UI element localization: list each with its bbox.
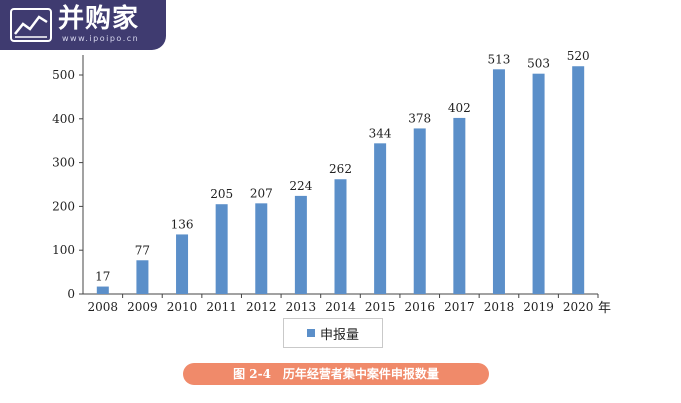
x-tick-label: 2016 xyxy=(404,300,435,314)
chart-logo-icon xyxy=(10,8,52,42)
x-axis-ticks: 2008 2009 2010 2011 2012 2013 2014 2015 2016 2017… xyxy=(88,294,599,314)
bar xyxy=(294,195,307,294)
x-tick-label: 2009 xyxy=(127,300,158,314)
data-label: 262 xyxy=(329,162,352,176)
x-tick-label: 2008 xyxy=(88,300,119,314)
bar xyxy=(572,66,585,295)
y-tick-label: 0 xyxy=(67,287,75,301)
x-tick-label: 2011 xyxy=(206,300,237,314)
data-label: 378 xyxy=(408,111,431,125)
logo-url: www.ipoipo.cn xyxy=(62,34,140,43)
bar xyxy=(96,286,109,294)
x-tick-label: 2019 xyxy=(523,300,554,314)
bar xyxy=(492,69,505,294)
bar xyxy=(413,128,426,294)
data-label: 402 xyxy=(448,101,471,115)
bar xyxy=(255,203,268,294)
data-label: 513 xyxy=(488,52,511,66)
x-tick-label: 2020 xyxy=(563,300,594,314)
data-label: 224 xyxy=(289,179,312,193)
bar xyxy=(136,260,149,294)
x-tick-label: 2012 xyxy=(246,300,277,314)
data-label: 205 xyxy=(210,187,233,201)
logo-text: 并购家 xyxy=(58,4,140,34)
y-axis-ticks: 0 100 200 300 400 500 xyxy=(52,68,83,301)
figure-caption: 图 2-4 历年经营者集中案件申报数量 xyxy=(183,363,489,385)
y-tick-label: 300 xyxy=(52,156,75,170)
legend-label: 申报量 xyxy=(319,327,359,343)
data-label: 136 xyxy=(171,217,194,231)
bar xyxy=(334,179,347,294)
data-label: 503 xyxy=(527,57,550,71)
x-tick-label: 2018 xyxy=(484,300,515,314)
x-tick-label: 2017 xyxy=(444,300,475,314)
y-tick-label: 100 xyxy=(52,243,75,257)
x-tick-label: 2015 xyxy=(365,300,396,314)
brand-logo: 并购家 www.ipoipo.cn xyxy=(0,0,166,50)
data-label: 520 xyxy=(567,49,590,63)
x-axis-label: 年 xyxy=(598,301,611,316)
data-label: 207 xyxy=(250,186,273,200)
bars: 17 77 136 205 207 224 262 344 378 402 513 503 520 xyxy=(95,49,590,295)
bar xyxy=(215,204,228,294)
bar xyxy=(453,117,466,294)
legend: 申报量 xyxy=(283,318,383,348)
legend-swatch xyxy=(306,329,315,337)
y-tick-label: 500 xyxy=(52,68,75,82)
x-tick-label: 2013 xyxy=(286,300,317,314)
data-label: 17 xyxy=(95,270,110,284)
data-label: 77 xyxy=(135,243,150,257)
x-tick-label: 2014 xyxy=(325,300,356,314)
y-tick-label: 400 xyxy=(52,112,75,126)
x-tick-label: 2010 xyxy=(167,300,198,314)
bar xyxy=(532,73,545,294)
bar xyxy=(176,234,189,294)
y-tick-label: 200 xyxy=(52,199,75,213)
data-label: 344 xyxy=(369,126,392,140)
bar xyxy=(374,143,387,294)
